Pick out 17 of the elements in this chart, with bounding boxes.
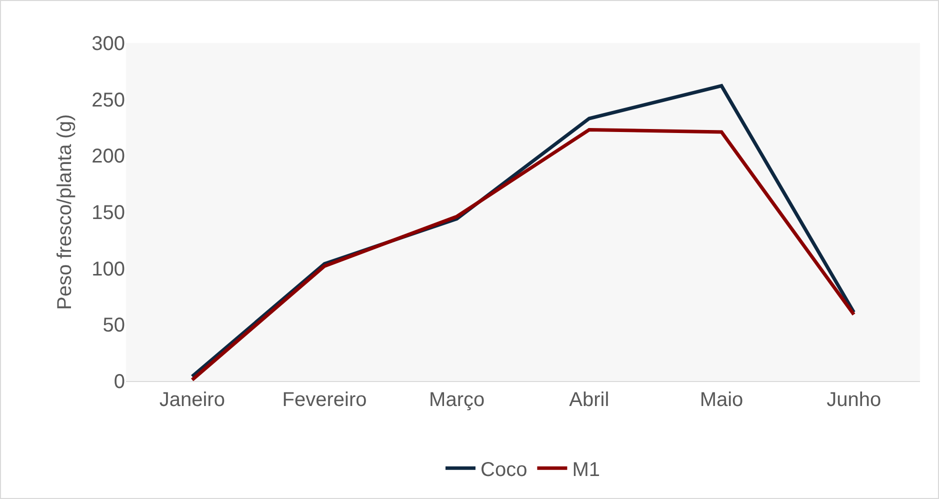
- y-tick-label: 0: [114, 371, 125, 393]
- x-tick-label: Abril: [569, 389, 610, 411]
- y-tick-label: 150: [92, 202, 125, 224]
- y-tick-label: 100: [92, 258, 125, 280]
- y-axis-title: Peso fresco/planta (g): [54, 114, 76, 310]
- x-tick-label: Fevereiro: [282, 389, 367, 411]
- x-tick-label: Janeiro: [159, 389, 225, 411]
- legend-label: Coco: [480, 458, 528, 481]
- y-tick-label: 50: [102, 314, 125, 337]
- y-tick-label: 300: [92, 33, 125, 55]
- y-tick-label: 200: [92, 146, 125, 168]
- y-tick-label: 250: [92, 89, 125, 112]
- x-tick-label: Junho: [826, 389, 882, 411]
- x-tick-label: Março: [429, 389, 485, 411]
- line-series: [190, 128, 856, 381]
- x-tick-label: Maio: [700, 389, 744, 411]
- legend-label: M1: [572, 458, 600, 481]
